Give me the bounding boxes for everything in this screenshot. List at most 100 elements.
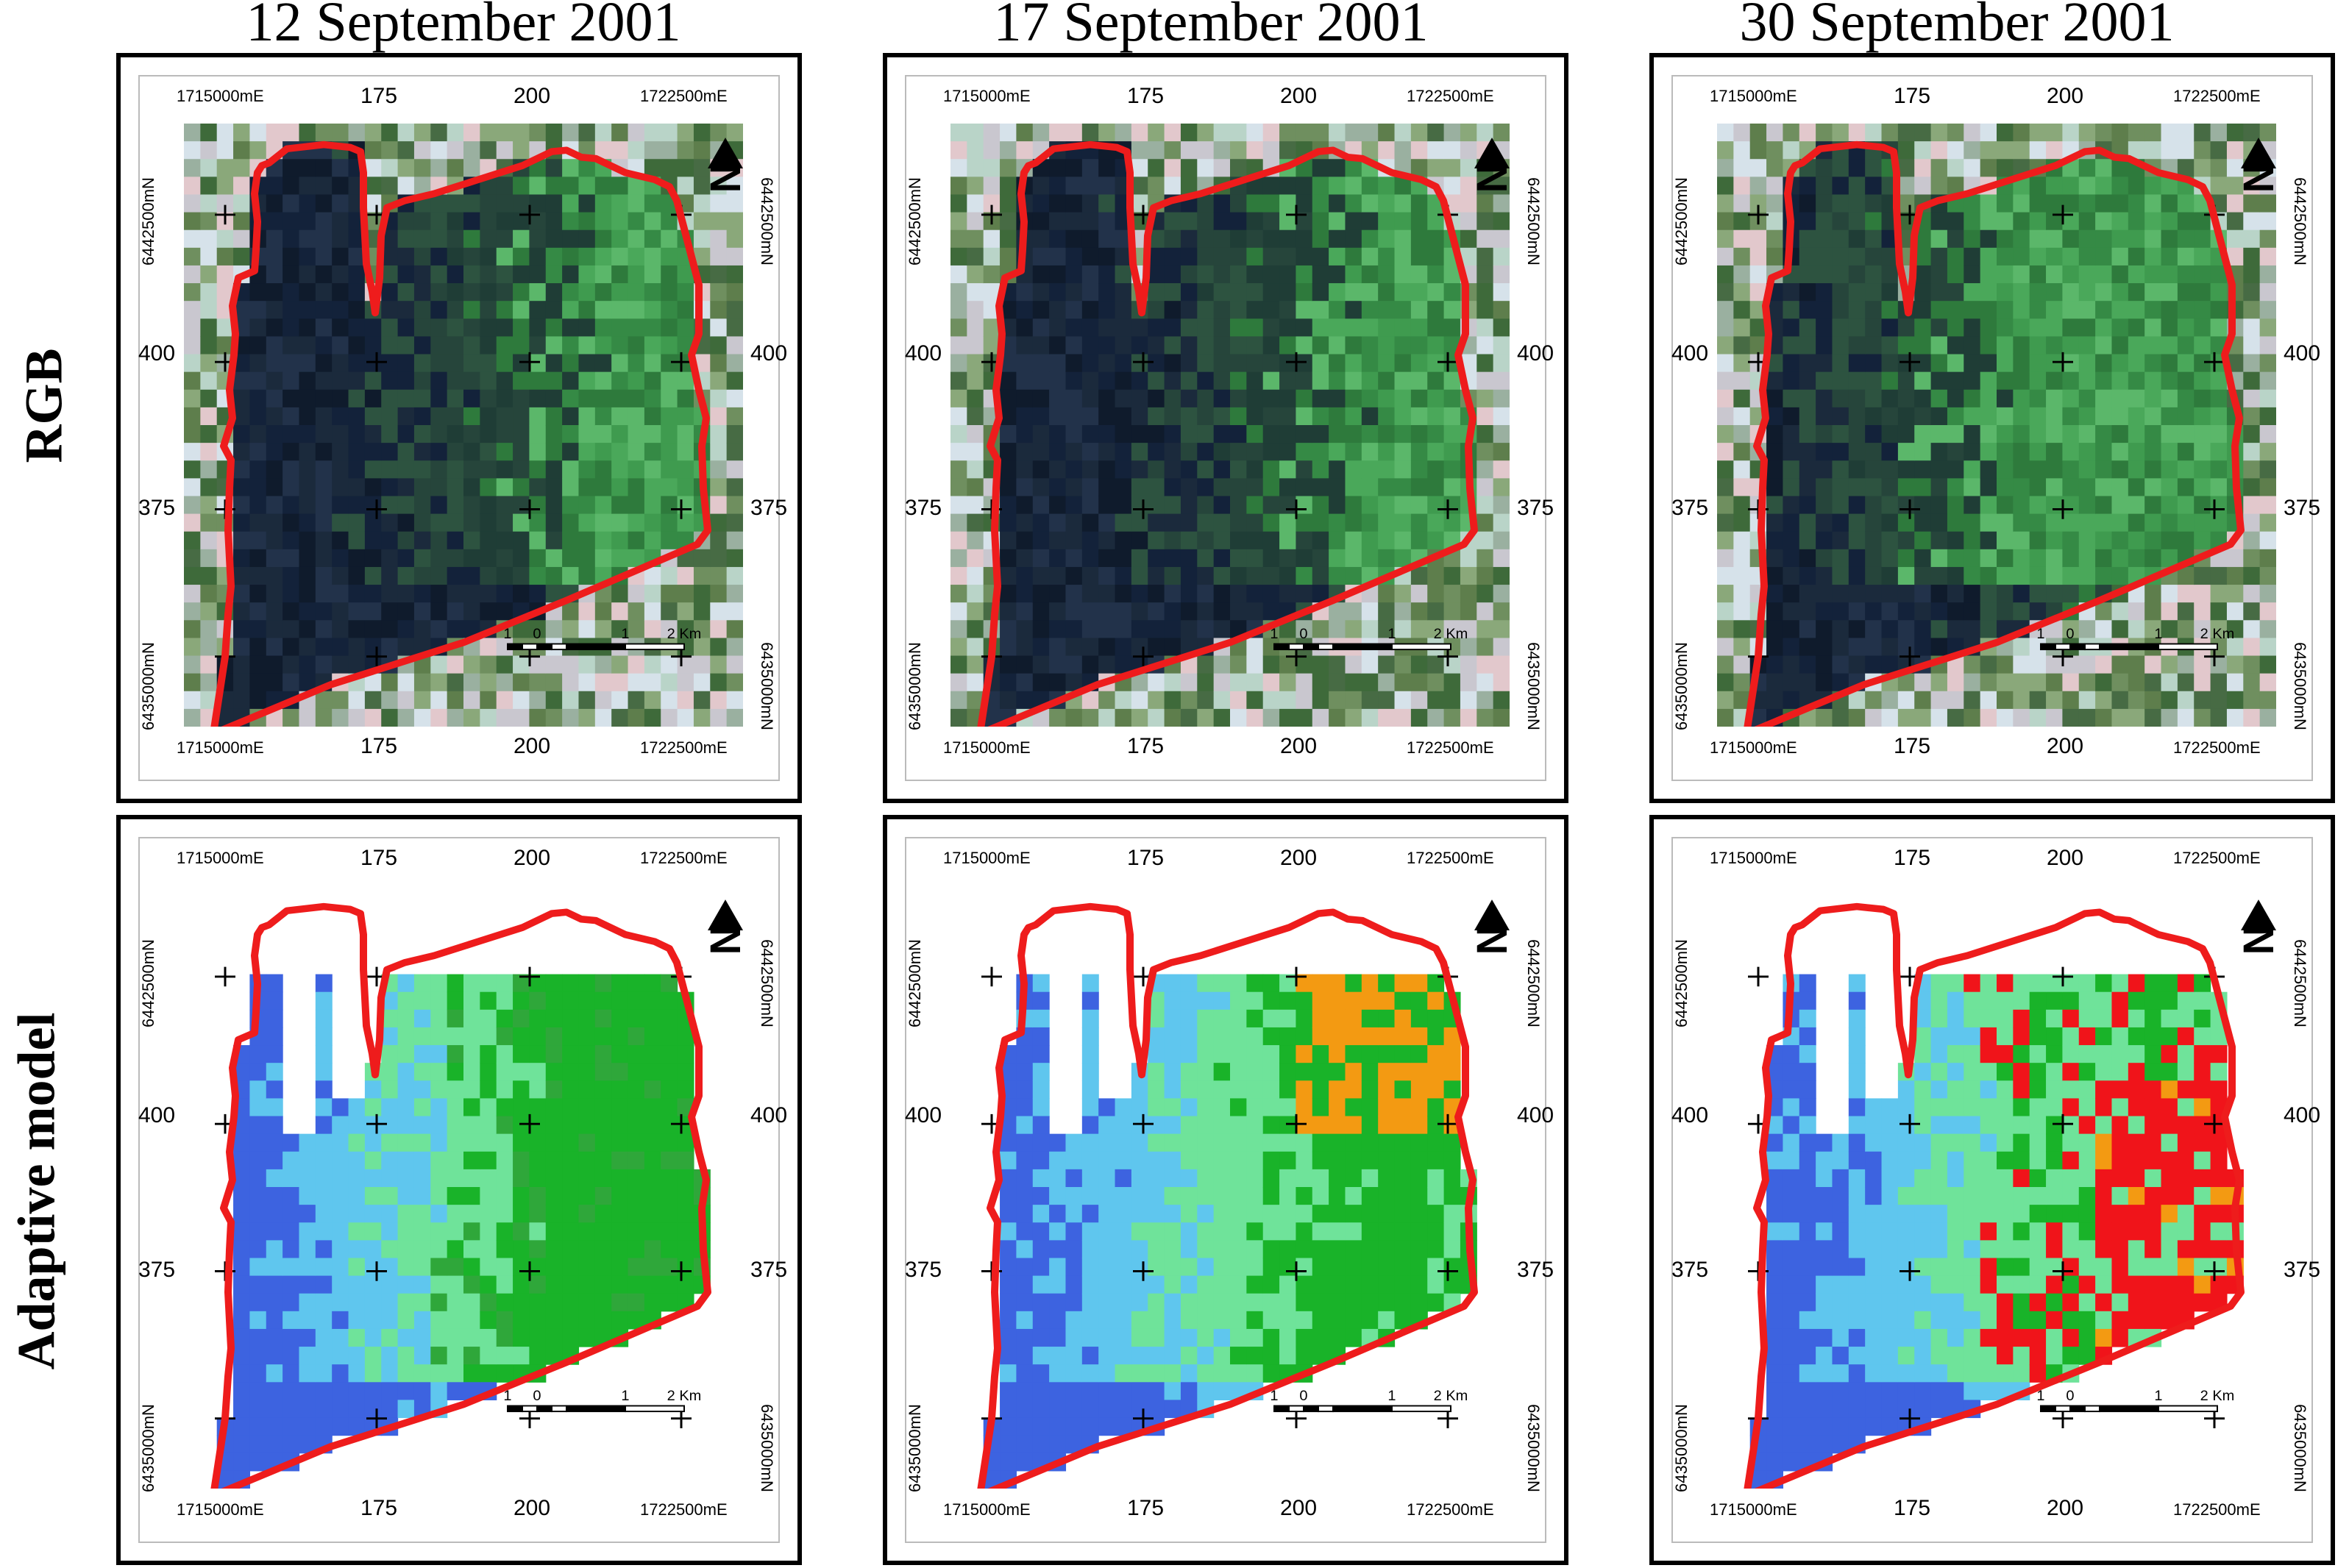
image-pixel	[1914, 496, 1932, 515]
image-pixel	[2177, 159, 2195, 177]
image-pixel	[967, 566, 984, 585]
image-pixel	[1230, 247, 1247, 266]
image-pixel	[1115, 1222, 1132, 1241]
image-pixel	[628, 318, 645, 337]
image-pixel	[661, 265, 678, 284]
image-pixel	[1476, 124, 1494, 142]
image-pixel	[1865, 301, 1883, 319]
image-pixel	[1081, 1417, 1099, 1436]
image-pixel	[463, 1098, 480, 1117]
image-pixel	[249, 1347, 267, 1365]
image-pixel	[1361, 336, 1379, 355]
image-pixel	[2013, 655, 2030, 674]
image-pixel	[594, 301, 612, 319]
image-pixel	[578, 265, 596, 284]
image-pixel	[1717, 229, 1734, 249]
image-pixel	[513, 371, 530, 391]
image-pixel	[1197, 1311, 1215, 1330]
image-pixel	[1016, 371, 1034, 391]
image-pixel	[1427, 1151, 1445, 1170]
image-pixel	[1246, 1258, 1264, 1277]
image-pixel	[1065, 265, 1083, 284]
image-pixel	[447, 549, 464, 568]
image-pixel	[430, 336, 448, 355]
image-pixel	[1427, 708, 1445, 727]
image-pixel	[200, 513, 218, 532]
image-pixel	[1065, 1240, 1083, 1259]
image-pixel	[677, 620, 694, 638]
image-pixel	[1246, 389, 1264, 408]
image-pixel	[233, 585, 251, 603]
image-pixel	[1378, 496, 1396, 515]
image-pixel	[397, 336, 415, 355]
image-pixel	[1098, 1417, 1116, 1436]
image-pixel	[1476, 655, 1494, 674]
north-arrow-icon	[1474, 138, 1510, 169]
image-pixel	[1065, 212, 1083, 231]
image-pixel	[2013, 336, 2030, 355]
image-pixel	[1361, 141, 1379, 160]
image-pixel	[1180, 407, 1198, 426]
image-pixel	[249, 1453, 267, 1472]
image-pixel	[1312, 425, 1329, 443]
image-pixel	[1493, 354, 1510, 373]
image-pixel	[1865, 513, 1883, 532]
image-pixel	[1262, 691, 1280, 710]
image-pixel	[381, 1382, 399, 1400]
image-pixel	[1930, 673, 1948, 692]
image-pixel	[644, 531, 661, 550]
image-pixel	[1378, 229, 1396, 249]
image-pixel	[480, 691, 497, 710]
image-pixel	[1329, 655, 1346, 674]
image-pixel	[1964, 566, 1981, 585]
image-pixel	[1230, 301, 1247, 319]
image-pixel	[513, 1045, 530, 1063]
image-pixel	[967, 229, 984, 249]
image-pixel	[1476, 212, 1494, 231]
image-pixel	[529, 425, 547, 443]
northing-label-top-left: 6442500mN	[905, 177, 924, 266]
image-pixel	[2243, 354, 2261, 373]
image-pixel	[315, 566, 333, 585]
image-pixel	[1493, 708, 1510, 727]
image-pixel	[1115, 549, 1132, 568]
image-pixel	[2144, 301, 2162, 319]
image-pixel	[950, 141, 967, 160]
image-pixel	[463, 1027, 480, 1046]
image-pixel	[1930, 585, 1948, 603]
image-pixel	[1148, 1328, 1165, 1347]
row-title-adaptive-model: Adaptive model	[7, 1012, 66, 1370]
northing-label-400-right: 400	[750, 341, 788, 366]
image-pixel	[1000, 1205, 1017, 1223]
image-pixel	[233, 1328, 251, 1347]
image-pixel	[249, 1240, 267, 1259]
image-pixel	[1115, 1205, 1132, 1223]
image-pixel	[611, 336, 629, 355]
image-pixel	[480, 638, 497, 657]
image-pixel	[447, 389, 464, 408]
image-pixel	[1148, 283, 1165, 302]
image-pixel	[1848, 531, 1866, 550]
image-pixel	[381, 691, 399, 710]
image-pixel	[529, 265, 547, 284]
image-pixel	[1081, 177, 1099, 196]
image-pixel	[693, 585, 711, 603]
image-pixel	[1394, 443, 1412, 461]
image-pixel	[381, 124, 399, 142]
grid-cross	[366, 352, 387, 372]
image-pixel	[1832, 602, 1849, 621]
image-pixel	[726, 478, 743, 497]
image-pixel	[1493, 247, 1510, 266]
image-pixel	[726, 655, 743, 674]
image-pixel	[1246, 124, 1264, 142]
image-pixel	[1065, 1169, 1083, 1188]
image-pixel	[1312, 1098, 1329, 1117]
image-pixel	[1329, 1205, 1346, 1223]
image-pixel	[430, 1205, 448, 1223]
image-pixel	[1180, 1222, 1198, 1241]
image-pixel	[1246, 602, 1264, 621]
image-pixel	[496, 460, 513, 479]
image-pixel	[1378, 177, 1396, 196]
image-pixel	[1230, 655, 1247, 674]
